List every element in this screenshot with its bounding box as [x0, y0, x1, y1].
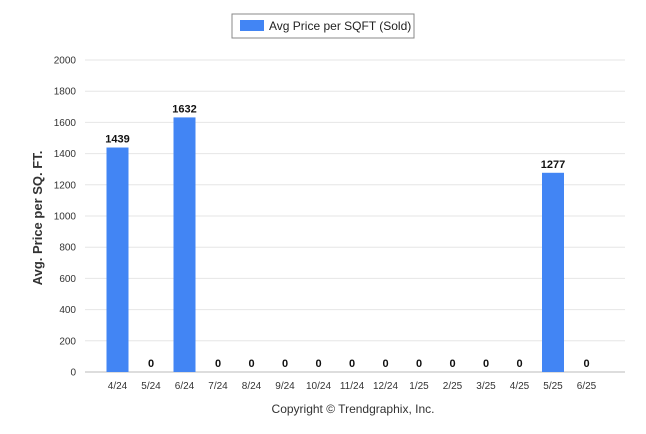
- x-tick-label: 9/24: [275, 381, 295, 392]
- y-tick-label: 1600: [54, 118, 77, 129]
- bar: [106, 147, 129, 372]
- x-tick-label: 6/24: [175, 381, 195, 392]
- bar: [173, 117, 196, 373]
- y-tick-label: 1400: [54, 149, 77, 160]
- x-tick-label: 11/24: [340, 381, 365, 392]
- x-tick-label: 4/24: [108, 381, 128, 392]
- x-tick-label: 10/24: [306, 381, 331, 392]
- data-label: 0: [315, 358, 321, 370]
- x-tick-label: 6/25: [577, 381, 597, 392]
- y-tick-label: 2000: [54, 56, 77, 67]
- y-axis-title: Avg. Price per SQ. FT.: [30, 151, 45, 286]
- bar: [542, 172, 564, 372]
- y-tick-label: 1800: [54, 87, 77, 98]
- y-tick-label: 1200: [54, 180, 77, 191]
- x-tick-label: 5/24: [141, 381, 161, 392]
- data-label: 1277: [541, 159, 565, 171]
- y-tick-label: 400: [59, 305, 76, 316]
- x-tick-label: 5/25: [543, 381, 563, 392]
- data-label: 1439: [105, 134, 129, 146]
- y-tick-label: 0: [70, 368, 76, 379]
- legend-label: Avg Price per SQFT (Sold): [269, 19, 411, 33]
- x-tick-label: 12/24: [373, 381, 398, 392]
- data-label: 0: [382, 358, 388, 370]
- y-tick-label: 800: [59, 243, 76, 254]
- x-tick-label: 4/25: [510, 381, 530, 392]
- y-tick-label: 200: [59, 336, 76, 347]
- data-label: 0: [282, 358, 288, 370]
- data-label: 0: [449, 358, 455, 370]
- bars: [106, 117, 564, 373]
- x-tick-label: 7/24: [208, 381, 228, 392]
- y-tick-label: 600: [59, 274, 76, 285]
- data-label: 0: [416, 358, 422, 370]
- data-label: 0: [215, 358, 221, 370]
- legend: Avg Price per SQFT (Sold): [231, 13, 415, 39]
- legend-swatch: [240, 20, 264, 31]
- x-axis-ticks: 4/24 5/24 6/24 7/24 8/24 9/24 10/24 11/24 12/24 1…: [108, 381, 597, 392]
- data-labels: 1439 0 1632 0 0 0 0 0 0 0 0 0 0 1277 0: [105, 103, 589, 370]
- data-label: 0: [148, 358, 154, 370]
- y-tick-label: 1000: [54, 212, 77, 223]
- x-tick-label: 2/25: [443, 381, 463, 392]
- y-axis-ticks: 0 200 400 600 800 1000 1200 1400 1600 1800 2000: [54, 56, 77, 379]
- data-label: 0: [248, 358, 254, 370]
- x-tick-label: 3/25: [476, 381, 496, 392]
- data-label: 0: [349, 358, 355, 370]
- x-tick-label: 1/25: [409, 381, 429, 392]
- x-tick-label: 8/24: [242, 381, 262, 392]
- data-label: 0: [583, 358, 589, 370]
- data-label: 0: [483, 358, 489, 370]
- copyright-text: Copyright © Trendgraphix, Inc.: [272, 402, 435, 416]
- data-label: 1632: [172, 103, 196, 115]
- data-label: 0: [516, 358, 522, 370]
